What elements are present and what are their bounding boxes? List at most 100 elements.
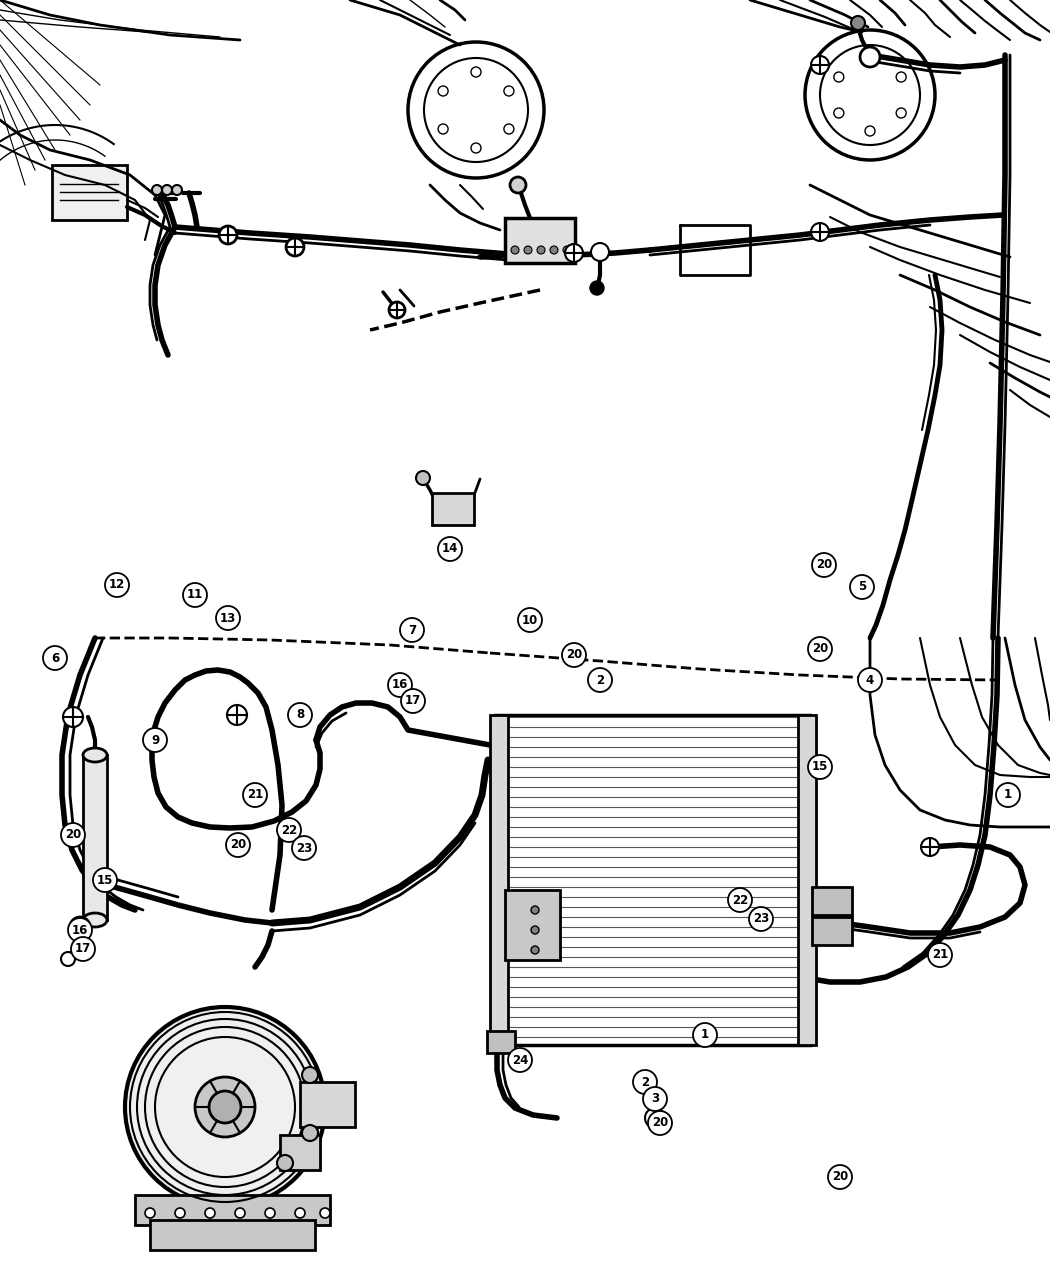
Circle shape — [277, 1155, 293, 1170]
Circle shape — [518, 608, 542, 632]
Circle shape — [897, 71, 906, 82]
Circle shape — [388, 673, 412, 697]
Bar — [150, 1220, 315, 1250]
Circle shape — [416, 470, 430, 484]
Bar — [812, 887, 852, 915]
Circle shape — [550, 246, 558, 254]
Circle shape — [565, 244, 583, 261]
Circle shape — [531, 926, 539, 935]
Circle shape — [850, 575, 874, 599]
Text: 23: 23 — [296, 842, 312, 854]
Circle shape — [828, 1165, 852, 1190]
Circle shape — [633, 1070, 657, 1094]
Circle shape — [510, 177, 526, 193]
Circle shape — [226, 833, 250, 857]
Circle shape — [865, 54, 875, 64]
Circle shape — [749, 907, 773, 931]
Circle shape — [524, 246, 532, 254]
Circle shape — [61, 952, 75, 966]
Circle shape — [438, 537, 462, 561]
Circle shape — [808, 755, 832, 779]
Circle shape — [227, 835, 247, 856]
Circle shape — [648, 1111, 672, 1135]
Text: 20: 20 — [65, 829, 81, 842]
Text: 21: 21 — [932, 949, 948, 961]
Bar — [487, 1031, 514, 1053]
Circle shape — [43, 646, 67, 669]
Text: 21: 21 — [247, 788, 264, 802]
Circle shape — [865, 126, 875, 136]
Circle shape — [295, 1207, 304, 1218]
Circle shape — [302, 1067, 318, 1082]
Circle shape — [93, 868, 117, 892]
Bar — [432, 493, 474, 525]
Circle shape — [288, 703, 312, 727]
Circle shape — [125, 1007, 326, 1207]
Text: 1: 1 — [701, 1029, 709, 1042]
Circle shape — [320, 1207, 330, 1218]
Text: 17: 17 — [405, 695, 421, 708]
Circle shape — [996, 783, 1020, 807]
Circle shape — [243, 783, 267, 807]
Text: 5: 5 — [858, 580, 866, 593]
Text: 22: 22 — [732, 894, 748, 907]
Text: 1: 1 — [1004, 788, 1012, 802]
Circle shape — [860, 47, 880, 68]
Circle shape — [70, 917, 90, 937]
Circle shape — [645, 1108, 665, 1128]
Bar — [280, 1135, 320, 1170]
Circle shape — [928, 944, 952, 966]
Circle shape — [286, 238, 304, 256]
Text: 23: 23 — [753, 913, 769, 926]
Circle shape — [511, 246, 519, 254]
Circle shape — [921, 838, 939, 856]
Circle shape — [219, 226, 237, 244]
Text: 16: 16 — [392, 678, 408, 691]
Bar — [52, 164, 127, 221]
Circle shape — [265, 1207, 275, 1218]
Text: 13: 13 — [219, 612, 236, 625]
Text: 3: 3 — [651, 1093, 659, 1105]
Circle shape — [531, 946, 539, 954]
Text: 20: 20 — [652, 1117, 668, 1130]
Text: 20: 20 — [566, 649, 582, 662]
Text: 4: 4 — [866, 673, 874, 686]
Text: 17: 17 — [75, 942, 91, 955]
Text: 9: 9 — [151, 733, 160, 746]
Circle shape — [728, 887, 752, 912]
Bar — [300, 1082, 355, 1127]
Circle shape — [531, 907, 539, 914]
Circle shape — [205, 1207, 215, 1218]
Circle shape — [438, 124, 448, 134]
Circle shape — [400, 618, 424, 643]
Text: 2: 2 — [596, 673, 604, 686]
Circle shape — [850, 17, 865, 31]
Circle shape — [504, 85, 513, 96]
Circle shape — [172, 185, 182, 195]
Circle shape — [143, 728, 167, 752]
Circle shape — [68, 918, 92, 942]
Text: 12: 12 — [109, 579, 125, 592]
Text: 16: 16 — [71, 923, 88, 937]
Circle shape — [227, 705, 247, 725]
Text: 22: 22 — [281, 824, 297, 836]
Bar — [505, 218, 575, 263]
Text: 24: 24 — [511, 1053, 528, 1066]
Circle shape — [588, 668, 612, 692]
Circle shape — [175, 1207, 185, 1218]
Circle shape — [152, 185, 162, 195]
Circle shape — [438, 85, 448, 96]
Circle shape — [834, 108, 844, 119]
Circle shape — [235, 1207, 245, 1218]
Circle shape — [591, 244, 609, 261]
Bar — [135, 1195, 330, 1225]
Text: 8: 8 — [296, 709, 304, 722]
Text: 10: 10 — [522, 613, 538, 626]
Text: 6: 6 — [50, 652, 59, 664]
Text: 15: 15 — [97, 873, 113, 886]
Circle shape — [830, 1167, 850, 1187]
Circle shape — [195, 1077, 255, 1137]
Circle shape — [693, 1023, 717, 1047]
Circle shape — [897, 108, 906, 119]
Text: 20: 20 — [812, 643, 828, 655]
